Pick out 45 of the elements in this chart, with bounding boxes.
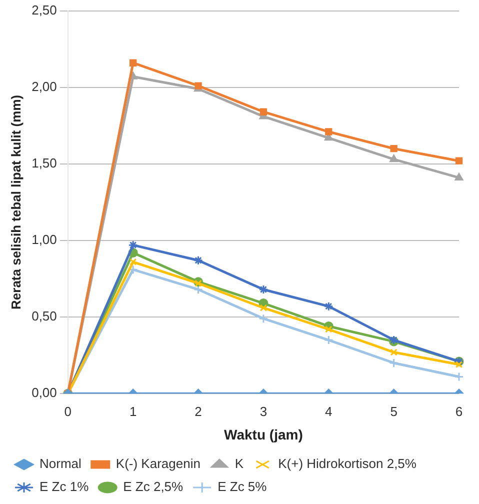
- point: [260, 108, 268, 116]
- y-tick-label: 2,50: [32, 2, 57, 18]
- point: [194, 82, 202, 90]
- legend-label: E Zc 2,5%: [123, 479, 184, 494]
- point: [194, 284, 204, 294]
- y-tick-label: 0,50: [32, 308, 57, 324]
- y-axis-title: Rerata selisih tebal lipat kulit (mm): [8, 94, 24, 310]
- x-axis-title: Waktu (jam): [224, 426, 303, 442]
- x-tick-label: 0: [64, 404, 72, 419]
- x-tick-label: 1: [129, 404, 137, 419]
- point: [455, 360, 463, 368]
- point: [324, 335, 334, 345]
- point: [258, 284, 268, 294]
- point: [194, 280, 202, 287]
- x-tick-label: 3: [260, 404, 268, 419]
- legend-label: E Zc 1%: [40, 479, 90, 494]
- point: [194, 256, 204, 266]
- point: [455, 157, 463, 164]
- x-tick-label: 2: [194, 404, 202, 419]
- y-tick-label: 1,50: [32, 156, 57, 170]
- point: [325, 128, 332, 136]
- legend-label: Normal: [40, 456, 82, 472]
- point: [130, 258, 137, 266]
- point: [324, 302, 334, 312]
- legend-label: K(-) Karagenin: [116, 456, 200, 472]
- point: [258, 314, 268, 324]
- point: [128, 240, 138, 250]
- x-tick-label: 6: [455, 404, 463, 419]
- point: [454, 172, 464, 180]
- point: [260, 304, 268, 312]
- point: [454, 372, 464, 382]
- point: [390, 154, 398, 162]
- legend-label: K(+) Hidrokortison 2,5%: [278, 456, 417, 472]
- point: [130, 59, 137, 66]
- point: [325, 326, 332, 333]
- legend-label: E Zc 5%: [218, 479, 268, 494]
- point: [390, 348, 398, 356]
- x-tick-label: 4: [325, 404, 332, 419]
- point: [390, 145, 398, 152]
- y-tick-label: 2,00: [32, 78, 57, 94]
- point: [389, 358, 399, 368]
- x-tick-label: 5: [390, 404, 398, 419]
- legend-label: K: [234, 456, 244, 472]
- y-tick-label: 1,00: [32, 232, 57, 248]
- y-tick-label: 0,00: [32, 385, 57, 400]
